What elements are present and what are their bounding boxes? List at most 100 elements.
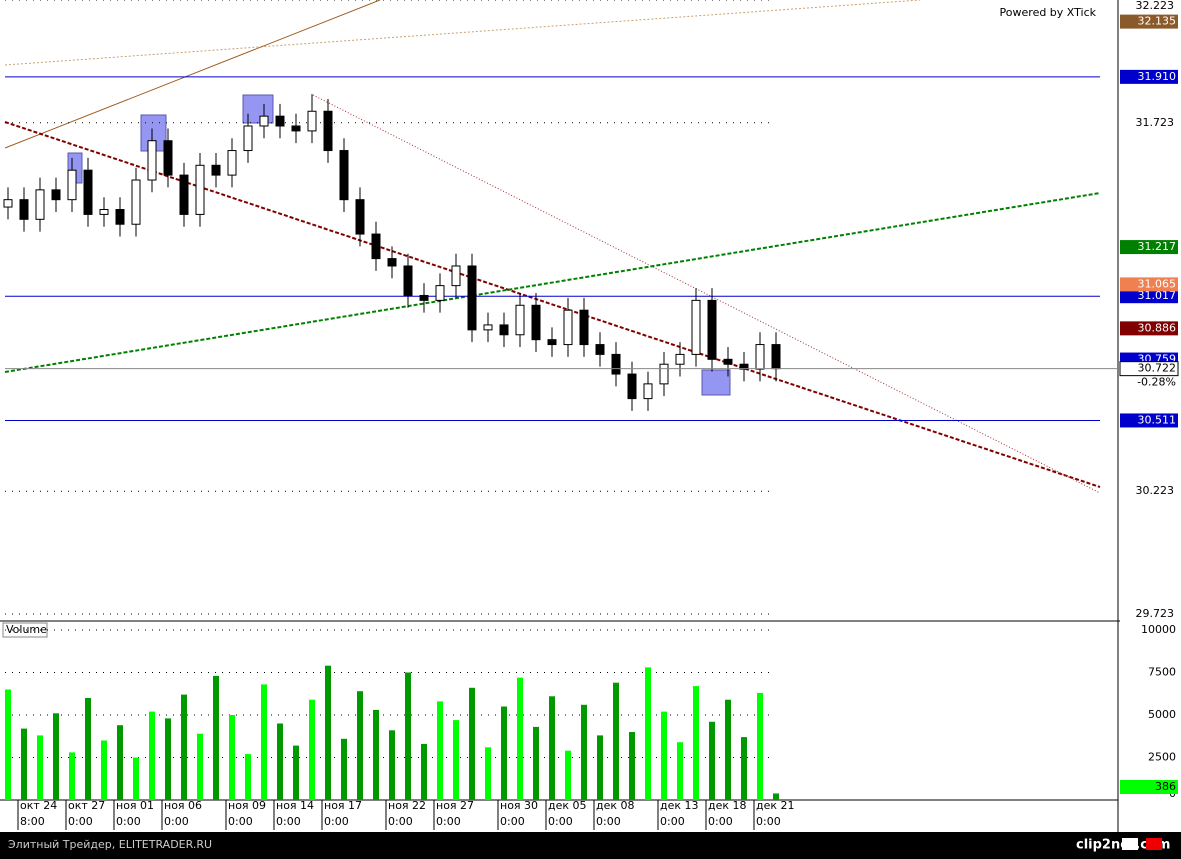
candle-body xyxy=(707,299,717,360)
volume-bar xyxy=(357,691,363,800)
volume-bar xyxy=(437,701,443,800)
candle-body xyxy=(147,140,157,181)
volume-bar xyxy=(181,694,187,800)
volume-bar xyxy=(757,692,763,800)
trend-line xyxy=(4,0,381,149)
y-tick-label: 29.723 xyxy=(1136,607,1175,620)
y-tick-label: 2500 xyxy=(1148,751,1176,764)
y-tick-label: 30.223 xyxy=(1136,484,1175,497)
candle-body xyxy=(403,265,413,296)
volume-bar xyxy=(69,752,75,800)
volume-bar xyxy=(693,686,699,800)
x-tick-label: ноя 17 xyxy=(324,799,362,812)
candle-body xyxy=(115,208,125,225)
x-time-label: 0:00 xyxy=(548,815,573,828)
x-time-label: 0:00 xyxy=(276,815,301,828)
candle-body xyxy=(467,265,477,331)
x-time-label: 0:00 xyxy=(500,815,525,828)
volume-bar xyxy=(645,667,651,800)
marker-box xyxy=(701,369,731,396)
x-time-label: 0:00 xyxy=(116,815,141,828)
volume-bar xyxy=(389,730,395,800)
candle-body xyxy=(723,358,733,365)
x-tick-label: ноя 01 xyxy=(116,799,154,812)
y-tick-label: 5000 xyxy=(1148,708,1176,721)
candle-body xyxy=(211,164,221,176)
candle-body xyxy=(291,125,301,132)
x-tick-label: дек 13 xyxy=(660,799,699,812)
x-time-label: 0:00 xyxy=(228,815,253,828)
volume-bar xyxy=(101,740,107,800)
y-tick-label: 31.723 xyxy=(1136,116,1175,129)
volume-bar xyxy=(725,699,731,800)
candle-body xyxy=(243,125,253,152)
volume-bar xyxy=(453,720,459,800)
x-time-label: 0:00 xyxy=(388,815,413,828)
candle-body xyxy=(515,304,525,336)
volume-bar xyxy=(117,725,123,800)
watermark: Powered by XTick xyxy=(1000,6,1097,19)
volume-bar xyxy=(309,699,315,800)
candle-body xyxy=(579,309,589,346)
candle-body xyxy=(563,309,573,346)
candle-body xyxy=(131,179,141,225)
candle-body xyxy=(35,189,45,220)
candle-body xyxy=(339,150,349,201)
x-time-label: 0:00 xyxy=(164,815,189,828)
volume-bar xyxy=(565,750,571,800)
candle-body xyxy=(227,150,237,176)
candle-body xyxy=(83,169,93,215)
price-tag xyxy=(1120,413,1178,428)
volume-bar xyxy=(421,743,427,800)
volume-bar xyxy=(597,735,603,800)
volume-bar xyxy=(485,747,491,800)
volume-bar xyxy=(165,718,171,800)
volume-bar xyxy=(197,733,203,800)
candle-body xyxy=(99,208,109,215)
volume-bar xyxy=(517,677,523,800)
x-tick-label: ноя 22 xyxy=(388,799,426,812)
candle-body xyxy=(355,199,365,235)
x-tick-label: ноя 09 xyxy=(228,799,266,812)
icon[interactable] xyxy=(1146,838,1162,850)
volume-bar xyxy=(5,689,11,800)
price-tag-label: 31.065 xyxy=(1138,277,1177,290)
x-time-label: 0:00 xyxy=(756,815,781,828)
candle-body xyxy=(659,363,669,385)
candle-body xyxy=(483,324,493,331)
volume-bar xyxy=(53,713,59,800)
icon[interactable] xyxy=(1122,838,1138,850)
volume-bar xyxy=(133,757,139,800)
x-time-label: 8:00 xyxy=(20,815,45,828)
last-price-tag xyxy=(1119,361,1179,377)
candle-body xyxy=(499,324,509,336)
candle-body xyxy=(275,115,285,127)
x-tick-label: дек 21 xyxy=(756,799,795,812)
volume-bar xyxy=(629,732,635,800)
y-tick-label: 7500 xyxy=(1148,666,1176,679)
change-label: -0.28% xyxy=(1137,376,1176,389)
volume-bar xyxy=(501,706,507,800)
price-tag xyxy=(1120,240,1178,255)
price-tag xyxy=(1120,14,1178,29)
price-tag xyxy=(1120,289,1178,304)
candle-body xyxy=(195,164,205,215)
candle-body xyxy=(611,353,621,375)
candle-body xyxy=(323,110,333,152)
volume-bar xyxy=(773,793,779,800)
volume-bar xyxy=(613,682,619,800)
candle-body xyxy=(435,285,445,301)
candle-body xyxy=(755,344,765,370)
volume-bar xyxy=(581,704,587,800)
candle-body xyxy=(419,294,429,301)
x-tick-label: дек 08 xyxy=(596,799,635,812)
price-tag-label: 32.135 xyxy=(1138,15,1177,28)
candle-body xyxy=(691,299,701,355)
trend-line xyxy=(4,192,1101,373)
volume-bar xyxy=(293,745,299,800)
x-time-label: 0:00 xyxy=(708,815,733,828)
volume-bar xyxy=(261,684,267,800)
y-tick-label: 32.223 xyxy=(1136,0,1175,12)
